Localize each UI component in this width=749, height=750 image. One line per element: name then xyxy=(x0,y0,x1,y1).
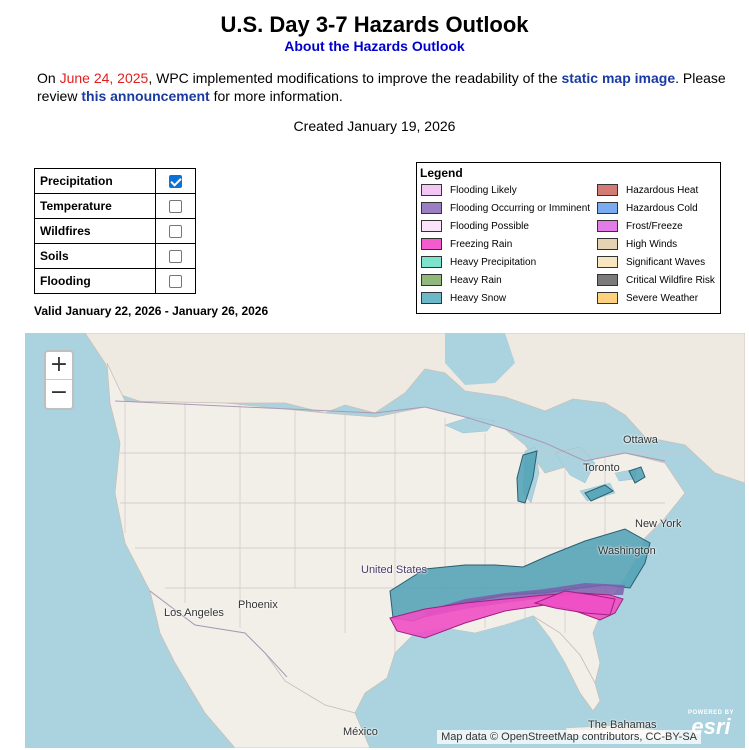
map-label-toronto: Toronto xyxy=(583,462,620,474)
legend-label: Significant Waves xyxy=(626,256,706,268)
legend-swatch xyxy=(597,202,618,214)
legend-label: Freezing Rain xyxy=(450,238,513,250)
map-label-ottawa: Ottawa xyxy=(623,434,658,446)
legend-label: Heavy Rain xyxy=(450,274,502,286)
map-label-mexico: México xyxy=(343,726,378,738)
hazards-map[interactable]: Ottawa Toronto New York Washington Unite… xyxy=(25,333,745,748)
legend-label: Frost/Freeze xyxy=(626,220,683,232)
legend-swatch xyxy=(421,220,442,232)
legend-swatch xyxy=(597,220,618,232)
legend-label: Heavy Snow xyxy=(450,292,507,304)
legend-item: Flooding Possible xyxy=(421,219,529,233)
legend-swatch xyxy=(421,256,442,268)
legend-label: High Winds xyxy=(626,238,678,250)
legend-swatch xyxy=(597,238,618,250)
toggle-row-wildfires: Wildfires xyxy=(34,218,196,244)
toggle-label: Wildfires xyxy=(34,218,156,244)
toggle-label: Precipitation xyxy=(34,168,156,194)
map-label-new-york: New York xyxy=(635,518,682,530)
created-date: Created January 19, 2026 xyxy=(293,118,456,134)
notice: On June 24, 2025, WPC implemented modifi… xyxy=(37,70,726,104)
legend-label: Flooding Occurring or Imminent xyxy=(450,202,591,214)
hazard-toggle-table: Precipitation Temperature Wildfires Soil… xyxy=(34,168,196,294)
basemap xyxy=(84,333,745,748)
valid-period: Valid January 22, 2026 - January 26, 202… xyxy=(34,304,269,318)
legend-item: Heavy Snow xyxy=(421,291,506,305)
legend-swatch xyxy=(421,184,442,196)
legend-swatch xyxy=(421,292,442,304)
toggle-label: Temperature xyxy=(34,193,156,219)
toggle-row-soils: Soils xyxy=(34,243,196,269)
legend-item: Heavy Precipitation xyxy=(421,255,536,269)
temperature-checkbox[interactable] xyxy=(169,200,182,214)
legend-label: Flooding Possible xyxy=(450,220,529,232)
legend-swatch xyxy=(421,274,442,286)
wildfires-checkbox[interactable] xyxy=(169,225,182,239)
toggle-row-temperature: Temperature xyxy=(34,193,196,219)
legend-label: Critical Wildfire Risk xyxy=(626,274,715,286)
legend-item: Flooding Likely xyxy=(421,183,517,197)
toggle-row-flooding: Flooding xyxy=(34,268,196,294)
legend-label: Severe Weather xyxy=(626,292,699,304)
zoom-in-button[interactable]: + xyxy=(46,352,72,380)
legend-swatch xyxy=(597,256,618,268)
toggle-row-precipitation: Precipitation xyxy=(34,168,196,194)
legend-swatch xyxy=(597,292,618,304)
legend-item: Significant Waves xyxy=(597,255,705,269)
legend-label: Hazardous Heat xyxy=(626,184,699,196)
about-link[interactable]: About the Hazards Outlook xyxy=(284,38,465,54)
legend-swatch xyxy=(421,202,442,214)
legend-item: Hazardous Cold xyxy=(597,201,698,215)
map-label-washington: Washington xyxy=(598,545,656,557)
legend-label: Heavy Precipitation xyxy=(450,256,537,268)
precipitation-checkbox[interactable] xyxy=(169,175,182,189)
legend-swatch xyxy=(597,184,618,196)
legend-swatch xyxy=(421,238,442,250)
map-attribution: Map data © OpenStreetMap contributors, C… xyxy=(437,730,701,744)
legend-title: Legend xyxy=(420,166,463,180)
legend-swatch xyxy=(597,274,618,286)
legend-item: Heavy Rain xyxy=(421,273,502,287)
static-map-link[interactable]: static map image xyxy=(561,70,676,86)
legend-label: Hazardous Cold xyxy=(626,202,698,214)
map-label-phoenix: Phoenix xyxy=(238,599,278,611)
esri-logo: POWERED BY esri xyxy=(687,710,734,739)
zoom-control: + − xyxy=(44,350,74,410)
legend-item: High Winds xyxy=(597,237,677,251)
page-title: U.S. Day 3-7 Hazards Outlook xyxy=(220,12,529,37)
soils-checkbox[interactable] xyxy=(169,250,182,264)
announcement-link[interactable]: this announcement xyxy=(81,88,210,104)
legend-item: Severe Weather xyxy=(597,291,698,305)
toggle-label: Soils xyxy=(34,243,156,269)
map-label-bahamas: The Bahamas xyxy=(588,719,657,731)
legend-item: Hazardous Heat xyxy=(597,183,698,197)
toggle-label: Flooding xyxy=(34,268,156,294)
legend-label: Flooding Likely xyxy=(450,184,517,196)
legend-item: Critical Wildfire Risk xyxy=(597,273,715,287)
map-label-los-angeles: Los Angeles xyxy=(164,607,224,619)
zoom-out-button[interactable]: − xyxy=(49,380,69,405)
flooding-checkbox[interactable] xyxy=(169,275,182,289)
map-label-united-states: United States xyxy=(361,564,428,576)
legend-item: Freezing Rain xyxy=(421,237,512,251)
legend: Legend Flooding Likely Flooding Occurring… xyxy=(416,162,721,314)
legend-item: Flooding Occurring or Imminent xyxy=(421,201,590,215)
legend-item: Frost/Freeze xyxy=(597,219,683,233)
notice-date: June 24, 2025 xyxy=(59,70,149,86)
